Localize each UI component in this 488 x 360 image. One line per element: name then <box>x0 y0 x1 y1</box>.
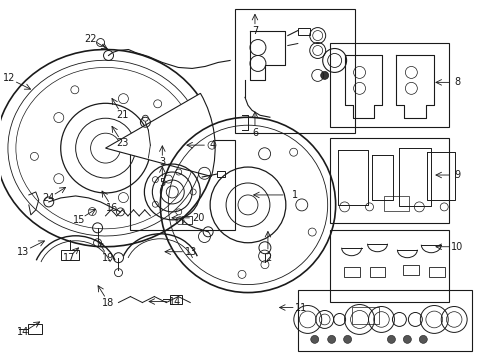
Text: 16: 16 <box>106 203 119 213</box>
Bar <box>343 267 359 276</box>
Text: 8: 8 <box>453 77 459 87</box>
Circle shape <box>419 336 427 343</box>
Wedge shape <box>105 93 215 176</box>
Circle shape <box>327 336 335 343</box>
Text: 4: 4 <box>210 140 216 150</box>
Bar <box>61 250 79 260</box>
Circle shape <box>320 71 328 80</box>
Circle shape <box>386 336 395 343</box>
Bar <box>297 289 471 351</box>
Text: 1: 1 <box>291 190 297 200</box>
Text: 18: 18 <box>102 297 114 307</box>
Text: 11: 11 <box>294 302 306 312</box>
Text: 5: 5 <box>159 178 165 188</box>
Text: 6: 6 <box>251 128 258 138</box>
Text: 2: 2 <box>264 253 270 263</box>
Text: 19: 19 <box>102 253 114 263</box>
Circle shape <box>403 336 410 343</box>
Text: 3: 3 <box>159 157 165 167</box>
Text: 21: 21 <box>116 110 128 120</box>
Text: 10: 10 <box>450 242 462 252</box>
Circle shape <box>310 336 318 343</box>
Text: 7: 7 <box>251 26 258 36</box>
Text: 22: 22 <box>84 33 97 44</box>
Bar <box>297 28 309 35</box>
Bar <box>369 267 385 276</box>
Bar <box>130 140 235 230</box>
Bar <box>428 267 444 276</box>
Text: 9: 9 <box>453 170 459 180</box>
Bar <box>384 196 408 211</box>
Text: 24: 24 <box>42 193 55 203</box>
Circle shape <box>343 336 351 343</box>
Bar <box>351 306 379 324</box>
Bar <box>235 9 354 133</box>
Text: 17: 17 <box>62 253 75 263</box>
Bar <box>329 138 448 223</box>
Text: 14: 14 <box>169 297 181 306</box>
Bar <box>170 294 182 303</box>
Bar <box>28 324 41 334</box>
Bar <box>403 265 419 275</box>
Text: 12: 12 <box>3 73 15 84</box>
Text: 20: 20 <box>192 213 204 223</box>
Text: 13: 13 <box>17 247 29 257</box>
Text: 13: 13 <box>184 247 197 257</box>
Bar <box>217 171 224 177</box>
Text: 15: 15 <box>72 215 84 225</box>
Bar <box>329 42 448 127</box>
Bar <box>182 216 192 224</box>
Text: 23: 23 <box>116 138 128 148</box>
Bar <box>329 230 448 302</box>
Text: 14: 14 <box>17 327 29 337</box>
